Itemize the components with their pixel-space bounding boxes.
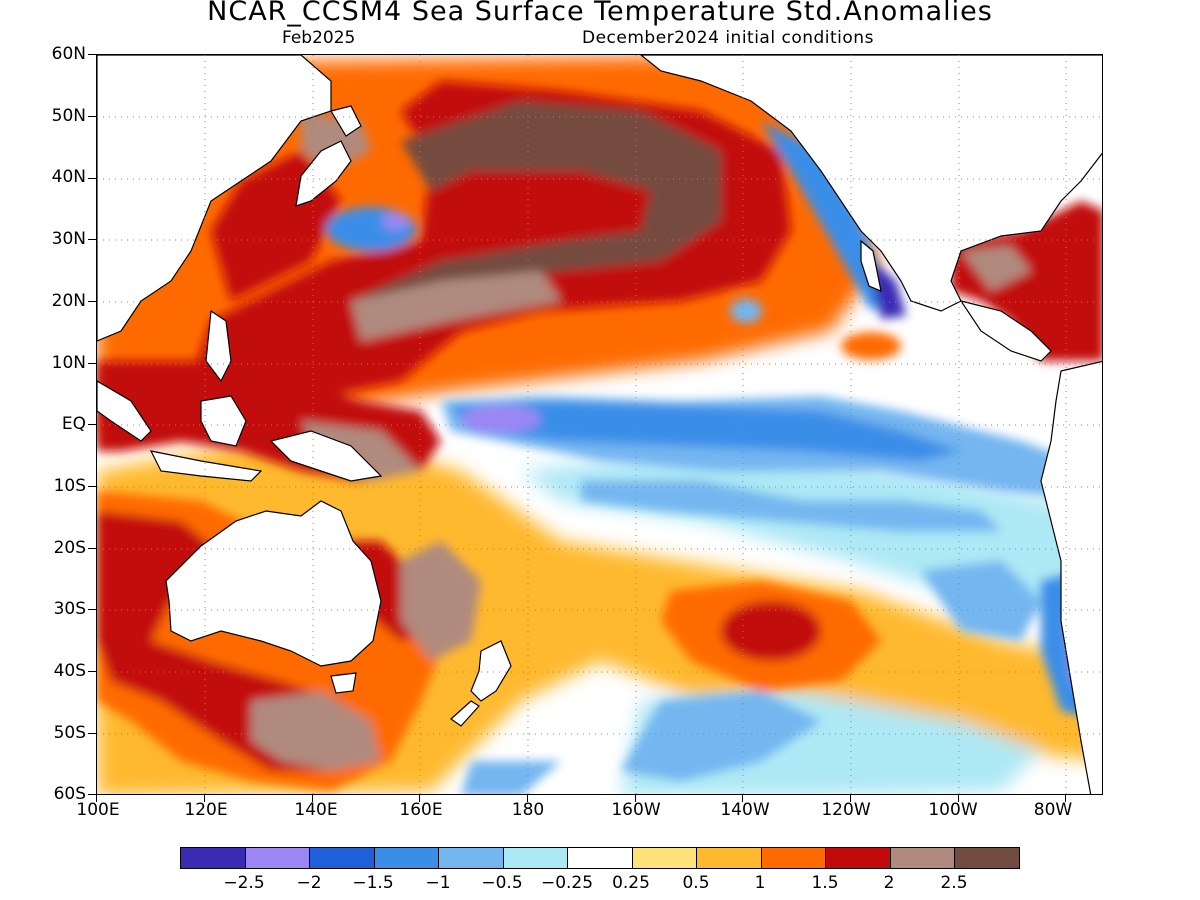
lon-tick [1065, 795, 1066, 802]
lat-label-30n: 30N [51, 229, 86, 249]
colorbar-label: 2.5 [940, 873, 968, 893]
lat-tick [88, 486, 96, 487]
lat-tick [88, 54, 96, 55]
lon-label-120w: 120W [821, 800, 871, 820]
lon-tick [850, 795, 851, 802]
colorbar-swatch [310, 848, 375, 868]
lon-tick [204, 795, 205, 802]
colorbar-label: 1 [754, 873, 766, 893]
lon-label-160e: 160E [399, 800, 443, 820]
colorbar-label: 0.25 [612, 873, 650, 893]
lon-label-80w: 80W [1033, 800, 1073, 820]
lon-label-100e: 100E [76, 800, 120, 820]
colorbar-swatch [890, 848, 956, 868]
lat-tick [88, 301, 96, 302]
lon-label-120e: 120E [184, 800, 228, 820]
lon-label-140e: 140E [294, 800, 338, 820]
lat-label-60n: 60N [51, 44, 86, 64]
lon-tick [419, 795, 420, 802]
valid-month: Feb2025 [282, 28, 356, 48]
lat-label-50s: 50S [53, 723, 86, 743]
lon-label-180: 180 [511, 800, 545, 820]
colorbar-swatch [245, 848, 311, 868]
colorbar-swatch [632, 848, 698, 868]
lat-tick [88, 363, 96, 364]
lat-label-50n: 50N [51, 106, 86, 126]
colorbar-label: −0.5 [481, 873, 523, 893]
lat-label-20n: 20N [51, 291, 86, 311]
colorbar-swatch [181, 848, 246, 868]
colorbar-swatch [439, 848, 504, 868]
lat-tick [88, 424, 96, 425]
lat-tick [88, 794, 96, 795]
map-title: NCAR_CCSM4 Sea Surface Temperature Std.A… [207, 0, 993, 27]
lat-label-eq: EQ [61, 414, 86, 434]
lat-label-10n: 10N [51, 353, 86, 373]
lat-label-20s: 20S [53, 538, 86, 558]
colorbar-label: 2 [883, 873, 895, 893]
lat-label-40s: 40S [53, 661, 86, 681]
lat-tick [88, 671, 96, 672]
colorbar-swatch [503, 848, 569, 868]
lat-tick [88, 548, 96, 549]
lat-label-40n: 40N [51, 167, 86, 187]
lon-tick [635, 795, 636, 802]
initial-conditions: December2024 initial conditions [582, 28, 874, 48]
colorbar-swatch [374, 848, 440, 868]
lat-tick [88, 239, 96, 240]
sst-anomaly-map [96, 54, 1103, 795]
lon-tick [742, 795, 743, 802]
lat-tick [88, 116, 96, 117]
colorbar-swatch [761, 848, 827, 868]
lon-tick [527, 795, 528, 802]
lon-label-100w: 100W [928, 800, 978, 820]
colorbar-swatch [955, 848, 1019, 868]
lon-tick [958, 795, 959, 802]
lat-label-60s: 60S [53, 784, 86, 804]
lat-tick [88, 178, 96, 179]
colorbar-label: 1.5 [811, 873, 839, 893]
colorbar [180, 847, 1020, 869]
colorbar-swatch [697, 848, 762, 868]
lon-tick [96, 795, 97, 802]
lat-label-30s: 30S [53, 599, 86, 619]
land-outlines [97, 55, 1102, 794]
colorbar-label: 0.5 [682, 873, 710, 893]
lon-label-140w: 140W [720, 800, 770, 820]
colorbar-swatch [826, 848, 891, 868]
colorbar-label: −0.25 [540, 873, 594, 893]
lat-tick [88, 609, 96, 610]
colorbar-label: −2 [296, 873, 322, 893]
colorbar-label: −1.5 [352, 873, 394, 893]
lat-label-10s: 10S [53, 476, 86, 496]
lat-tick [88, 733, 96, 734]
colorbar-label: −2.5 [223, 873, 265, 893]
colorbar-swatch [568, 848, 633, 868]
colorbar-label: −1 [425, 873, 451, 893]
lon-tick [312, 795, 313, 802]
map-canvas [97, 55, 1102, 794]
lon-label-160w: 160W [611, 800, 661, 820]
